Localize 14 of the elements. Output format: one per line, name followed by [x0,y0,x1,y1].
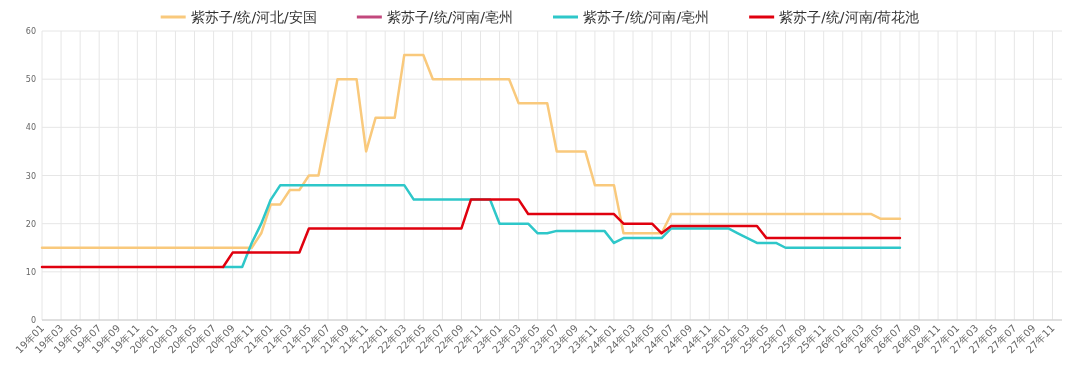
line-series [40,53,902,249]
y-tick-label: 20 [25,219,36,229]
legend-label: 紫苏子/统/河南/亳州 [386,9,513,25]
legend-label: 紫苏子/统/河南/荷花池 [779,9,920,25]
y-tick-label: 10 [25,267,36,277]
line-series [221,183,902,269]
y-tick-label: 50 [25,75,36,85]
legend-label: 紫苏子/统/河南/亳州 [583,9,710,25]
y-tick-label: 40 [25,123,36,133]
y-tick-label: 60 [25,27,36,36]
legend-label: 紫苏子/统/河北/安国 [190,9,317,25]
y-tick-label: 0 [30,316,36,325]
line-series [40,198,902,269]
y-tick-label: 30 [25,171,36,181]
